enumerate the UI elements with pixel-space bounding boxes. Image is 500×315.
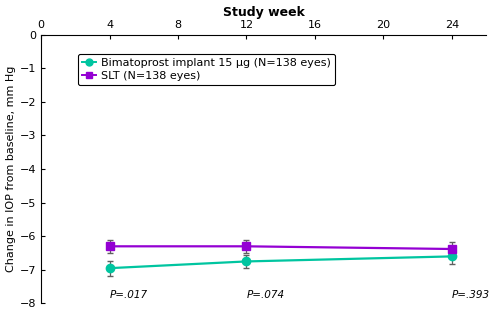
Text: P=.393: P=.393 [452, 290, 490, 300]
X-axis label: Study week: Study week [222, 6, 304, 19]
Y-axis label: Change in IOP from baseline, mm Hg: Change in IOP from baseline, mm Hg [6, 66, 16, 272]
Text: P=.017: P=.017 [110, 290, 148, 300]
Text: P=.074: P=.074 [246, 290, 284, 300]
Legend: Bimatoprost implant 15 μg (N=138 eyes), SLT (N=138 eyes): Bimatoprost implant 15 μg (N=138 eyes), … [78, 54, 336, 85]
